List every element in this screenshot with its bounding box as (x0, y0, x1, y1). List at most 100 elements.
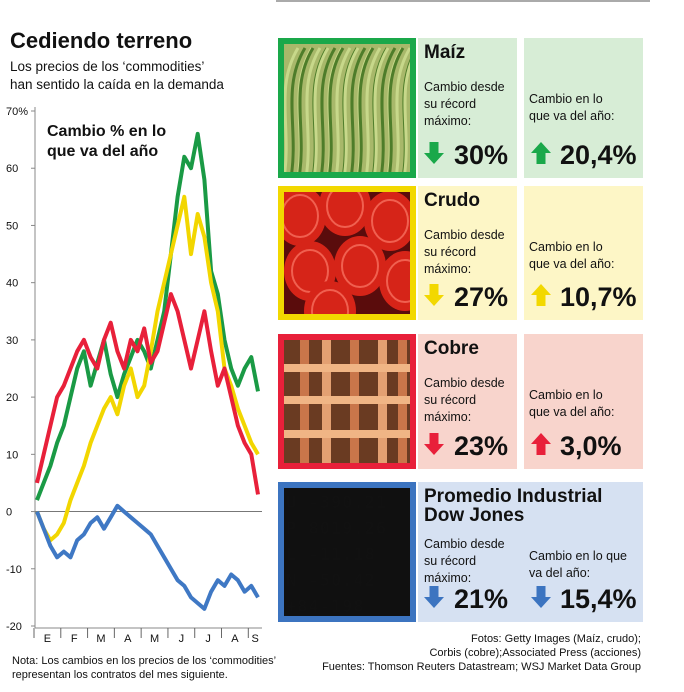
photo-leaf (395, 47, 410, 172)
record-label: Cambio desde (424, 80, 505, 94)
ytd-value: 20,4% (560, 140, 637, 170)
panel-name: Maíz (424, 42, 465, 63)
record-label: su récord (424, 554, 476, 568)
photo-barrel-rim (386, 259, 410, 303)
panel-name: Crudo (424, 190, 480, 211)
record-arrow (424, 142, 444, 164)
photo-leaf (284, 47, 300, 172)
record-value: 30% (454, 140, 508, 170)
photo-barrel-rim (371, 199, 409, 243)
record-label: su récord (424, 97, 476, 111)
credit: Fuentes: Thomson Reuters Datastream; WSJ… (322, 661, 641, 673)
photo-leaf (388, 47, 405, 172)
ytd-value: 3,0% (560, 431, 622, 461)
ytd-value: 15,4% (560, 584, 637, 614)
photo (284, 340, 410, 463)
record-value: 23% (454, 431, 508, 461)
record-value: 27% (454, 282, 508, 312)
photo-barrel-rim (284, 194, 319, 238)
y-axis-label: que va del año (47, 143, 158, 160)
y-tick-label: 60 (6, 163, 18, 175)
ticker-line: P 8019.26 (286, 519, 387, 539)
photo-leaf (373, 47, 390, 172)
photo-leaf (350, 47, 367, 172)
photo-pipe (284, 396, 410, 404)
x-tick-label: J (205, 633, 211, 645)
photo-leaf (343, 47, 360, 172)
ytd-value: 10,7% (560, 282, 637, 312)
ytd-arrow (531, 433, 551, 455)
footnote: Nota: Los cambios en los precios de los … (12, 655, 276, 667)
series-line (35, 131, 260, 501)
y-tick-label: -20 (6, 621, 22, 633)
record-label: Cambio desde (424, 376, 505, 390)
record-arrow (424, 284, 444, 306)
record-arrow (424, 586, 444, 608)
series-line (35, 503, 260, 611)
chart-title: Cediendo terreno (10, 28, 192, 53)
x-tick-label: M (96, 633, 105, 645)
y-tick-label: -10 (6, 564, 22, 576)
credit: Corbis (cobre);Associated Press (accione… (429, 647, 641, 659)
photo-leaf (358, 47, 375, 172)
photo (284, 44, 410, 172)
ytd-label: Cambio en lo (529, 388, 603, 402)
ytd-label: que va del año: (529, 405, 615, 419)
photo-bg (284, 488, 410, 616)
series-line (35, 194, 260, 543)
x-tick-label: F (71, 633, 78, 645)
record-arrow (424, 433, 444, 455)
photo-barrel (319, 192, 371, 236)
photo-leaf (290, 47, 307, 172)
chart-subtitle: Los precios de los ‘commodities’ (10, 59, 204, 74)
series-line (35, 292, 260, 495)
photo: U -390.21 P 8019.26 L -11.18 N -50.42 +84-19… (284, 488, 410, 617)
x-tick-label: J (179, 633, 185, 645)
photo-leaf (298, 47, 315, 172)
ytd-arrow (531, 142, 551, 164)
credit: Fotos: Getty Images (Maíz, crudo); (471, 633, 641, 645)
record-label: Cambio desde (424, 228, 505, 242)
ytd-label: va del año: (529, 566, 590, 580)
x-tick-label: A (124, 633, 132, 645)
photo-pipe (284, 364, 410, 372)
record-label: máximo: (424, 262, 471, 276)
x-tick-label: E (44, 633, 51, 645)
record-label: máximo: (424, 114, 471, 128)
photo-barrel (379, 251, 410, 311)
panel-name: Cobre (424, 338, 479, 359)
record-label: su récord (424, 393, 476, 407)
record-value: 21% (454, 584, 508, 614)
y-tick-label: 40 (6, 278, 18, 290)
x-tick-label: S (251, 633, 258, 645)
photo-barrel (304, 281, 356, 314)
ytd-label: Cambio en lo (529, 240, 603, 254)
record-label: su récord (424, 245, 476, 259)
ticker-line: +84-198 (286, 597, 365, 617)
ticker-line: L -11.18 (286, 545, 376, 565)
ytd-label: que va del año: (529, 257, 615, 271)
record-label: máximo: (424, 571, 471, 585)
photo-leaf (403, 61, 410, 172)
photo-leaf (305, 47, 322, 172)
record-label: máximo: (424, 410, 471, 424)
photo-leaf (335, 47, 352, 172)
ytd-label: Cambio en lo (529, 92, 603, 106)
x-tick-label: M (150, 633, 159, 645)
ytd-label: Cambio en lo que (529, 549, 627, 563)
chart-subtitle: han sentido la caída en la demanda (10, 77, 224, 92)
record-label: Cambio desde (424, 537, 505, 551)
photo-leaf (365, 47, 382, 172)
photo-pipe (284, 430, 410, 438)
y-tick-label: 70% (6, 106, 28, 118)
y-tick-label: 30 (6, 335, 18, 347)
photo-leaf (380, 47, 397, 172)
photo-barrel-rim (326, 192, 364, 228)
y-tick-label: 50 (6, 220, 18, 232)
ytd-arrow (531, 586, 551, 608)
y-axis-label: Cambio % en lo (47, 123, 166, 140)
photo-leaf (328, 47, 345, 172)
photo-leaf (313, 47, 330, 172)
panel-name: Dow Jones (424, 505, 524, 526)
